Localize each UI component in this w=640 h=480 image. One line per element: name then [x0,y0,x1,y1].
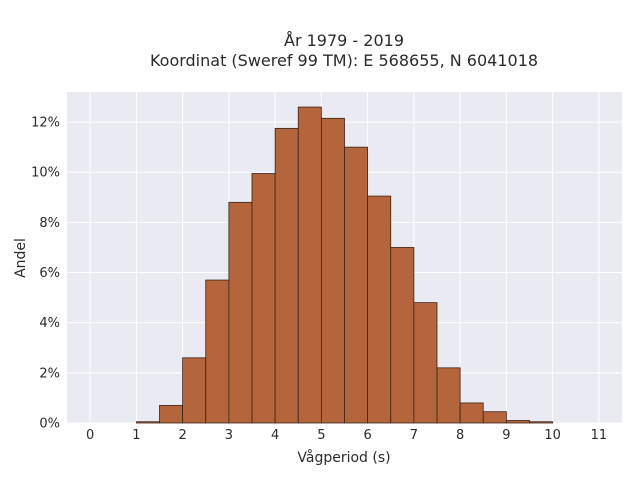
x-axis-label: Vågperiod (s) [297,449,390,466]
x-tick-label: 2 [178,428,186,443]
x-tick-label: 1 [132,428,140,443]
histogram-bar [482,411,507,424]
histogram-bar [274,127,299,424]
histogram-bar [459,402,484,424]
histogram-bar [367,195,392,424]
x-tick-label: 11 [591,428,608,443]
histogram-bar [436,367,461,424]
x-axis-ticks: 0 1 2 3 4 5 6 7 8 9 10 11 [86,428,607,443]
y-axis-ticks: 0% 2% 4% 6% 8% 10% 12% [31,116,60,432]
y-tick-label: 4% [39,316,60,331]
x-tick-label: 5 [317,428,325,443]
x-tick-label: 6 [363,428,371,443]
histogram-bar [159,405,184,424]
x-tick-label: 0 [86,428,94,443]
y-tick-label: 12% [31,116,60,131]
histogram-bar [297,106,322,424]
x-tick-label: 8 [456,428,464,443]
histogram-bar [320,117,345,424]
histogram-bar [135,421,160,424]
histogram-bar [390,247,415,424]
chart-title-line2: Koordinat (Sweref 99 TM): E 568655, N 60… [150,51,538,70]
x-tick-label: 9 [502,428,510,443]
x-tick-label: 7 [410,428,418,443]
y-tick-label: 8% [39,216,60,231]
x-tick-label: 3 [225,428,233,443]
y-axis-label: Andel [13,238,29,278]
histogram-bar [413,302,438,424]
histogram-bar [228,201,253,424]
histogram-bar [251,173,276,424]
histogram-bar [182,357,207,424]
y-tick-label: 2% [39,366,60,381]
bars [135,106,554,424]
histogram-bar [205,279,230,424]
x-tick-label: 10 [544,428,561,443]
histogram-bar [344,146,369,424]
x-tick-label: 4 [271,428,279,443]
y-tick-label: 6% [39,266,60,281]
histogram-bar [529,421,554,424]
y-tick-label: 0% [39,417,60,432]
histogram-bar [505,420,530,424]
chart-title-line1: År 1979 - 2019 [284,31,404,50]
y-tick-label: 10% [31,166,60,181]
